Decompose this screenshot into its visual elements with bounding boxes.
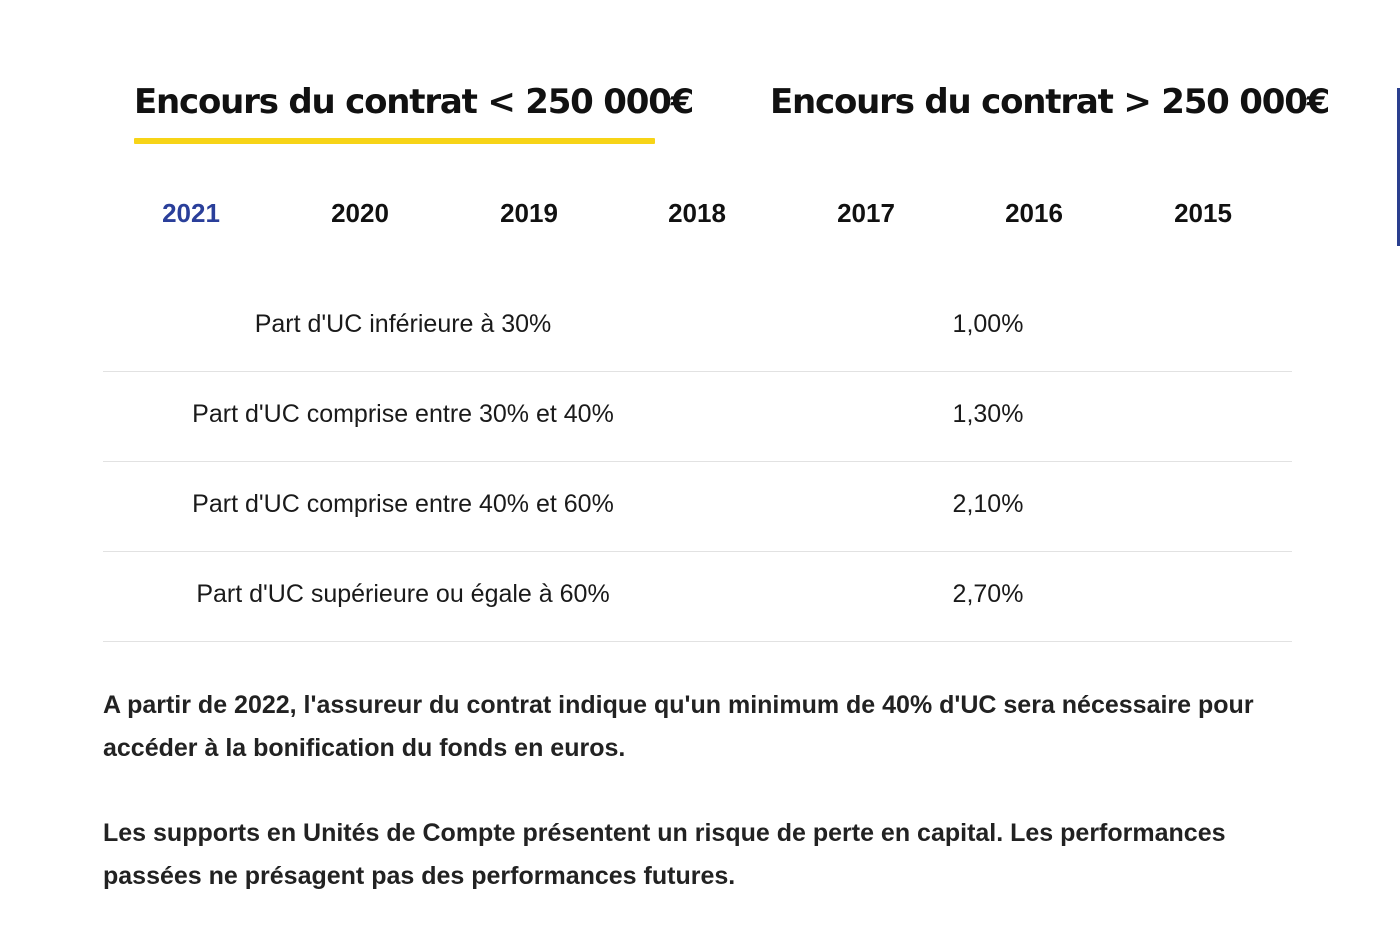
rate-label: Part d'UC comprise entre 30% et 40% <box>192 400 614 428</box>
year-tab-2016[interactable]: 2016 <box>1005 198 1063 228</box>
year-tab-2017[interactable]: 2017 <box>837 198 895 228</box>
tab-encours-superieur[interactable]: Encours du contrat > 250 000€ <box>770 82 1330 122</box>
rate-value: 1,30% <box>952 400 1024 428</box>
table-row: Part d'UC comprise entre 30% et 40% 1,30… <box>103 372 1292 462</box>
table-row: Part d'UC supérieure ou égale à 60% 2,70… <box>103 552 1292 642</box>
active-tab-underline <box>134 138 655 144</box>
year-tab-2019[interactable]: 2019 <box>500 198 558 228</box>
rate-value: 2,10% <box>952 490 1024 518</box>
rate-label: Part d'UC comprise entre 40% et 60% <box>192 490 614 518</box>
rate-value: 2,70% <box>952 580 1024 608</box>
tab-encours-inferieur[interactable]: Encours du contrat < 250 000€ <box>134 82 694 122</box>
year-tab-2015[interactable]: 2015 <box>1174 198 1232 228</box>
year-tab-2018[interactable]: 2018 <box>668 198 726 228</box>
scroll-indicator <box>1397 88 1400 246</box>
table-row: Part d'UC inférieure à 30% 1,00% <box>103 282 1292 372</box>
note-bonification: A partir de 2022, l'assureur du contrat … <box>103 691 1254 762</box>
note-risk-disclaimer: Les supports en Unités de Compte présent… <box>103 819 1226 890</box>
bonus-rate-table: Part d'UC inférieure à 30% 1,00% Part d'… <box>103 282 1292 642</box>
table-row: Part d'UC comprise entre 40% et 60% 2,10… <box>103 462 1292 552</box>
rate-label: Part d'UC supérieure ou égale à 60% <box>196 580 610 608</box>
rate-label: Part d'UC inférieure à 30% <box>254 310 552 338</box>
year-tab-2020[interactable]: 2020 <box>331 198 389 228</box>
rate-value: 1,00% <box>952 310 1024 338</box>
year-tab-2021[interactable]: 2021 <box>162 198 220 228</box>
